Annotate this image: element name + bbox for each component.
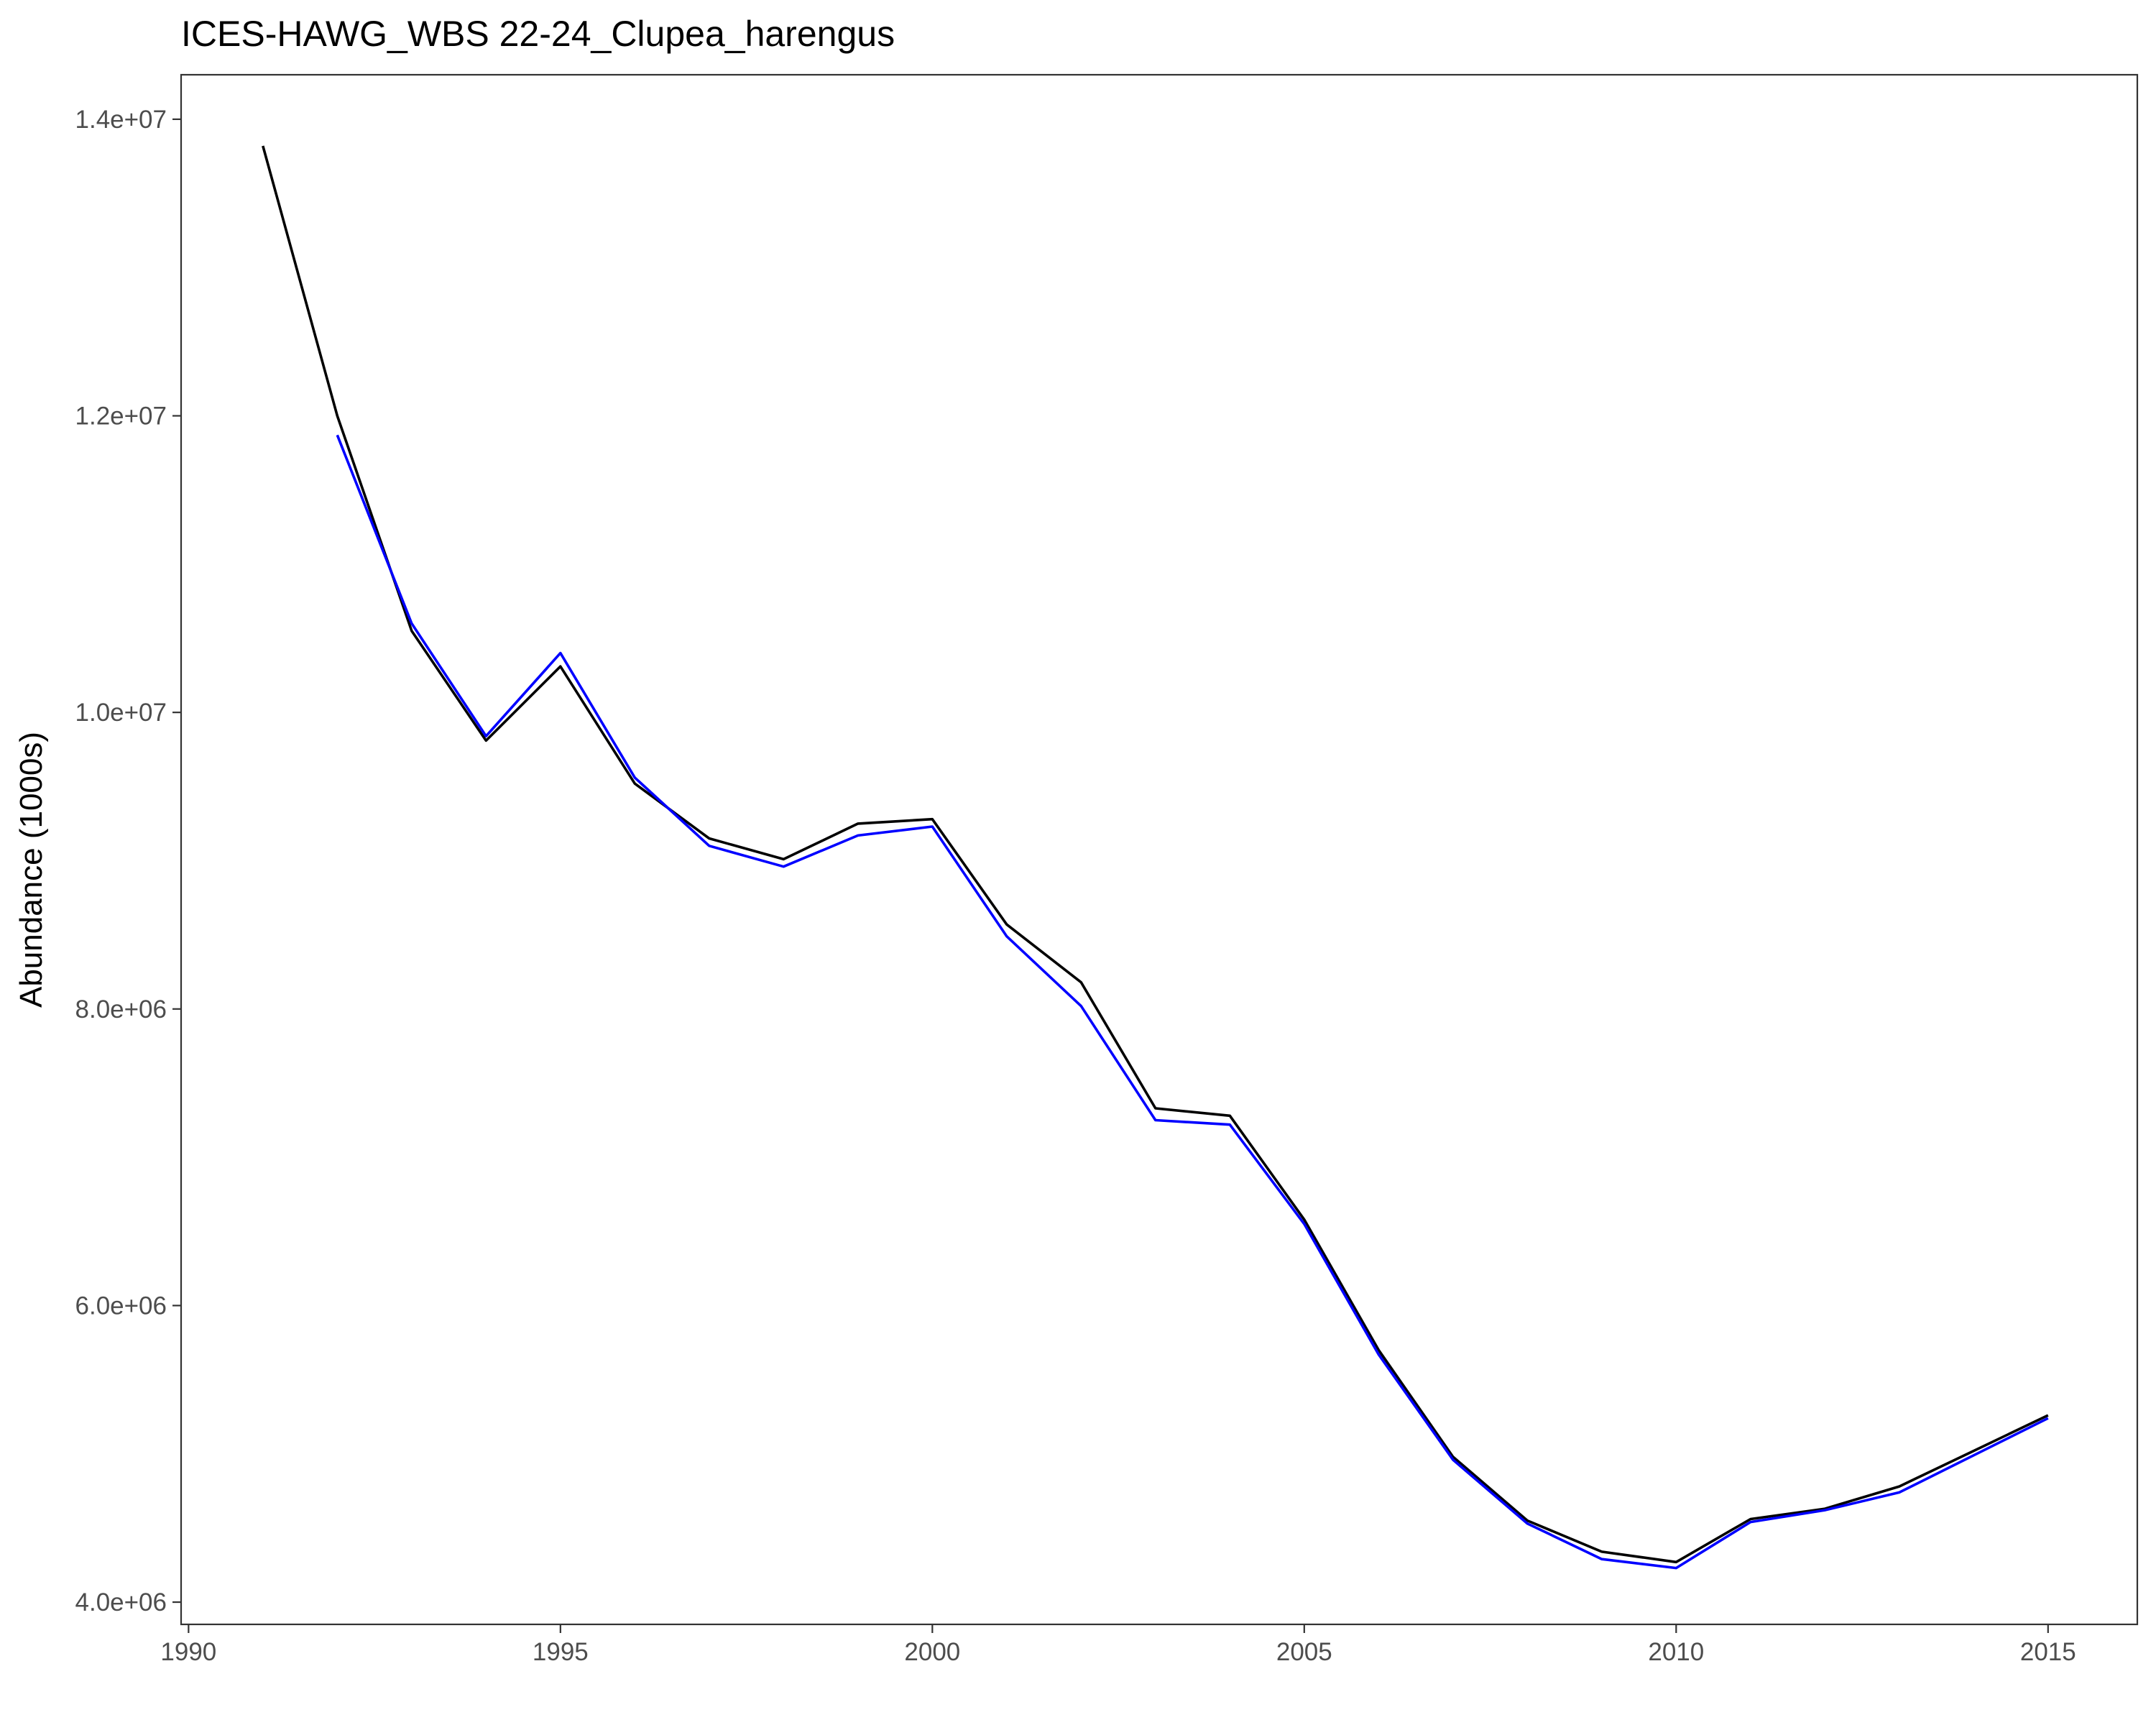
plot-panel-border	[180, 73, 2139, 1626]
chart-title: ICES-HAWG_WBS 22-24_Clupea_harengus	[181, 14, 895, 54]
y-tick-label: 8.0e+06	[75, 995, 167, 1024]
y-tick-label: 1.2e+07	[75, 402, 167, 431]
x-tick-label: 2015	[2020, 1638, 2076, 1666]
x-axis: 1990 1995 2000 2005 2010 2015	[160, 1624, 2076, 1666]
series-layer	[262, 145, 2049, 1570]
y-tick-label: 1.0e+07	[75, 699, 167, 727]
x-tick-label: 1995	[533, 1638, 589, 1666]
y-tick-label: 1.4e+07	[75, 106, 167, 134]
y-axis-label: Abundance (1000s)	[14, 732, 49, 1008]
series-line-2	[336, 434, 2049, 1570]
y-tick-label: 4.0e+06	[75, 1588, 167, 1616]
x-tick-label: 1990	[160, 1638, 216, 1666]
x-tick-label: 2000	[904, 1638, 960, 1666]
series-line-1	[262, 145, 2049, 1564]
y-tick-label: 6.0e+06	[75, 1292, 167, 1320]
x-tick-label: 2005	[1276, 1638, 1332, 1666]
y-axis: 4.0e+06 6.0e+06 8.0e+06 1.0e+07 1.2e+07 1.4e+…	[75, 106, 181, 1616]
x-tick-label: 2010	[1648, 1638, 1704, 1666]
